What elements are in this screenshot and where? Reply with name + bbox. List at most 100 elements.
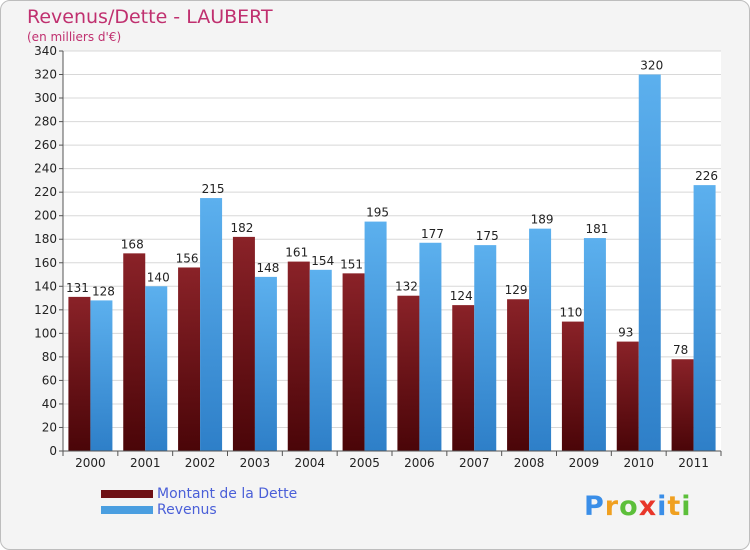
value-label-dette-2003: 182	[230, 221, 253, 235]
value-label-revenus-2007: 175	[476, 229, 499, 243]
value-label-dette-2010: 93	[618, 326, 633, 340]
bar-dette-2000	[68, 296, 91, 451]
y-tick-label: 40	[42, 397, 57, 411]
y-tick-label: 340	[34, 44, 57, 58]
y-tick-label: 60	[42, 373, 57, 387]
value-label-revenus-2005: 195	[366, 206, 389, 220]
axes	[62, 51, 721, 452]
chart-subtitle: (en milliers d'€)	[27, 30, 122, 44]
legend-swatch-dette	[101, 490, 153, 498]
logo-letter: i	[681, 491, 692, 522]
bar-dette-2005	[342, 273, 365, 451]
value-label-revenus-2006: 177	[421, 227, 444, 241]
bar-dette-2006	[397, 295, 420, 451]
bar-dette-2011	[671, 359, 694, 451]
y-tick-label: 200	[34, 209, 57, 223]
value-label-revenus-2003: 148	[256, 261, 279, 275]
y-tick-label: 260	[34, 138, 57, 152]
y-tick-label: 320	[34, 68, 57, 82]
logo-letter: x	[638, 491, 658, 522]
value-label-dette-2009: 110	[559, 306, 582, 320]
y-tick-label: 0	[49, 444, 57, 458]
bar-revenus-2001	[145, 286, 168, 451]
value-label-dette-2004: 161	[285, 246, 308, 260]
bar-revenus-2000	[90, 300, 113, 451]
x-tick-label: 2005	[349, 456, 380, 470]
plot-background	[63, 51, 721, 451]
bar-revenus-2006	[419, 242, 442, 451]
bar-dette-2008	[507, 299, 530, 451]
grid-layer	[63, 50, 721, 452]
y-tick-label: 140	[34, 279, 57, 293]
bar-dette-2010	[616, 341, 639, 451]
value-label-dette-2008: 129	[505, 283, 528, 297]
value-label-dette-2006: 132	[395, 280, 418, 294]
x-tick-label: 2004	[294, 456, 325, 470]
bar-revenus-2003	[254, 276, 277, 451]
value-label-revenus-2010: 320	[640, 59, 663, 73]
value-label-dette-2001: 168	[121, 237, 144, 251]
value-label-revenus-2009: 181	[585, 222, 608, 236]
bar-revenus-2009	[583, 238, 606, 451]
x-tick-label: 2008	[514, 456, 545, 470]
x-tick-label: 2009	[569, 456, 600, 470]
value-label-dette-2000: 131	[66, 281, 89, 295]
value-label-dette-2005: 151	[340, 257, 363, 271]
chart-title: Revenus/Dette - LAUBERT	[27, 6, 273, 28]
bars-layer	[68, 74, 716, 451]
bar-dette-2003	[232, 236, 255, 451]
y-tick-label: 20	[42, 420, 57, 434]
logo-letter: P	[584, 491, 605, 522]
x-tick-label: 2003	[240, 456, 271, 470]
legend-label-revenus: Revenus	[157, 502, 217, 518]
bar-revenus-2011	[693, 185, 716, 451]
legend-label-dette: Montant de la Dette	[157, 486, 298, 502]
bar-revenus-2002	[200, 198, 223, 451]
y-axis-ticks: 0 20 40 60 80 100 120 140 160 180 200 220 240 260 280 3…	[34, 44, 63, 458]
bar-revenus-2008	[529, 228, 552, 451]
legend-swatch-revenus	[101, 506, 153, 514]
x-tick-label: 2000	[75, 456, 106, 470]
value-label-revenus-2001: 140	[147, 270, 170, 284]
logo-letter: t	[667, 491, 682, 522]
y-tick-label: 240	[34, 162, 57, 176]
value-label-revenus-2000: 128	[92, 284, 115, 298]
bar-revenus-2010	[638, 74, 661, 451]
logo-letter: i	[657, 491, 668, 522]
value-label-dette-2007: 124	[450, 289, 473, 303]
logo-letter: r	[604, 491, 620, 522]
y-tick-label: 300	[34, 91, 57, 105]
y-tick-label: 220	[34, 185, 57, 199]
x-tick-label: 2002	[185, 456, 216, 470]
y-tick-label: 160	[34, 256, 57, 270]
x-tick-label: 2006	[404, 456, 435, 470]
bar-dette-2002	[178, 267, 201, 451]
value-label-revenus-2011: 226	[695, 169, 718, 183]
value-label-revenus-2004: 154	[311, 254, 334, 268]
x-tick-label: 2010	[623, 456, 654, 470]
y-tick-label: 280	[34, 115, 57, 129]
value-label-revenus-2008: 189	[531, 213, 554, 227]
bar-dette-2004	[287, 261, 310, 451]
value-label-dette-2002: 156	[176, 251, 199, 265]
proxiti-logo: Proxiti	[584, 491, 692, 522]
x-tick-label: 2001	[130, 456, 161, 470]
logo-letter: o	[619, 491, 639, 522]
bar-revenus-2005	[364, 221, 387, 451]
bar-dette-2009	[561, 321, 584, 451]
bar-dette-2001	[123, 253, 146, 451]
x-tick-label: 2011	[678, 456, 709, 470]
y-tick-label: 100	[34, 326, 57, 340]
bar-revenus-2007	[474, 245, 497, 451]
bar-dette-2007	[452, 305, 475, 451]
y-tick-label: 180	[34, 232, 57, 246]
y-tick-label: 120	[34, 303, 57, 317]
bar-revenus-2004	[309, 269, 332, 451]
x-tick-label: 2007	[459, 456, 490, 470]
value-label-dette-2011: 78	[673, 343, 688, 357]
y-tick-label: 80	[42, 350, 57, 364]
x-axis-ticks: 2000 2001 2002 2003 2004 2005 2006 2007 2008 2009…	[62, 451, 722, 470]
